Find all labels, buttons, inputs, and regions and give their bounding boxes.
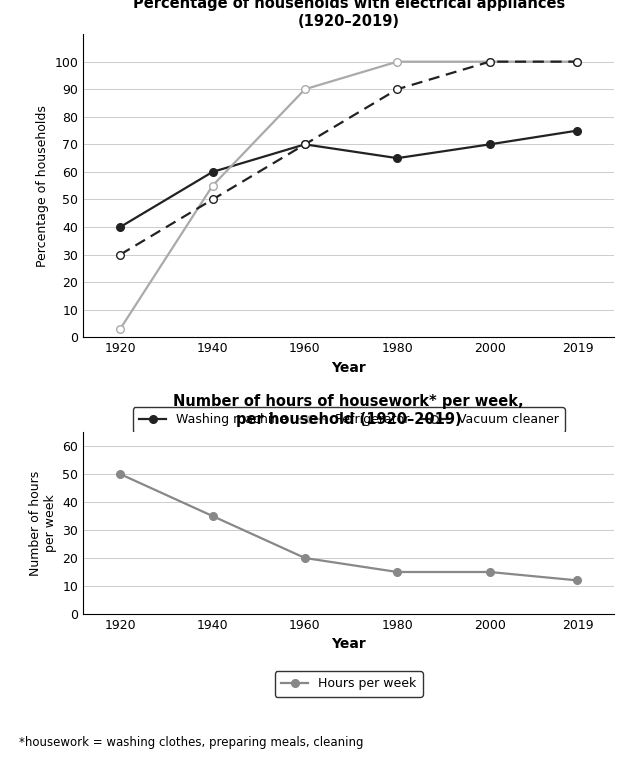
Title: Percentage of households with electrical appliances
(1920–2019): Percentage of households with electrical… bbox=[132, 0, 565, 29]
Legend: Hours per week: Hours per week bbox=[275, 671, 423, 697]
Legend: Washing machine, Refrigerator, Vacuum cleaner: Washing machine, Refrigerator, Vacuum cl… bbox=[132, 407, 565, 433]
Y-axis label: Number of hours
per week: Number of hours per week bbox=[29, 471, 57, 575]
X-axis label: Year: Year bbox=[332, 361, 366, 374]
Title: Number of hours of housework* per week,
per household (1920–2019): Number of hours of housework* per week, … bbox=[173, 394, 524, 427]
Y-axis label: Percentage of households: Percentage of households bbox=[36, 105, 49, 267]
X-axis label: Year: Year bbox=[332, 637, 366, 651]
Text: *housework = washing clothes, preparing meals, cleaning: *housework = washing clothes, preparing … bbox=[19, 736, 364, 749]
